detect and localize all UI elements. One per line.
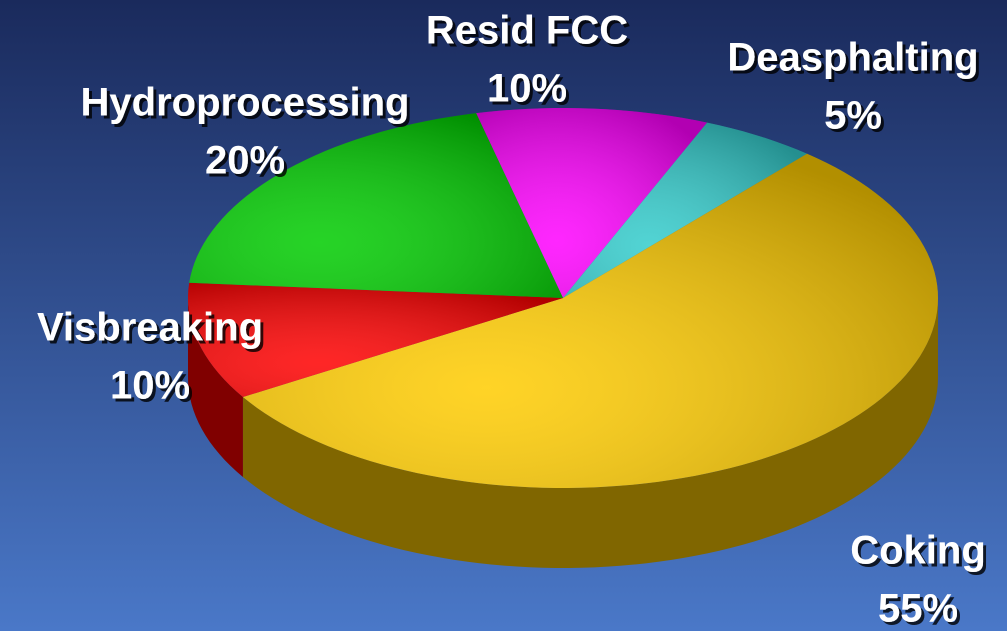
- pie-slice-shading: [189, 113, 563, 299]
- pie-slice-shading: [242, 153, 938, 488]
- slice-label: Hydroprocessing: [81, 81, 410, 125]
- slice-label: Coking: [850, 529, 986, 573]
- slice-value-label: 10%: [487, 67, 567, 111]
- slice-value-label: 5%: [824, 94, 882, 138]
- slice-value-label: 20%: [205, 139, 285, 183]
- pie-slice-shading: [563, 122, 808, 298]
- slice-value-label: 10%: [110, 364, 190, 408]
- slice-label: Resid FCC: [426, 9, 628, 53]
- slice-label: Visbreaking: [37, 306, 263, 350]
- pie-side: [242, 298, 938, 568]
- pie-side: [188, 298, 243, 477]
- labels: Resid FCC 10% Deasphalting 5% Coking 55% Visbr…: [37, 9, 986, 631]
- pie-slice-shading: [188, 282, 563, 397]
- pie-slice-shading: [476, 108, 708, 299]
- pie: [188, 108, 938, 568]
- slice-value-label: 55%: [878, 587, 958, 631]
- slice-label: Deasphalting: [727, 36, 978, 80]
